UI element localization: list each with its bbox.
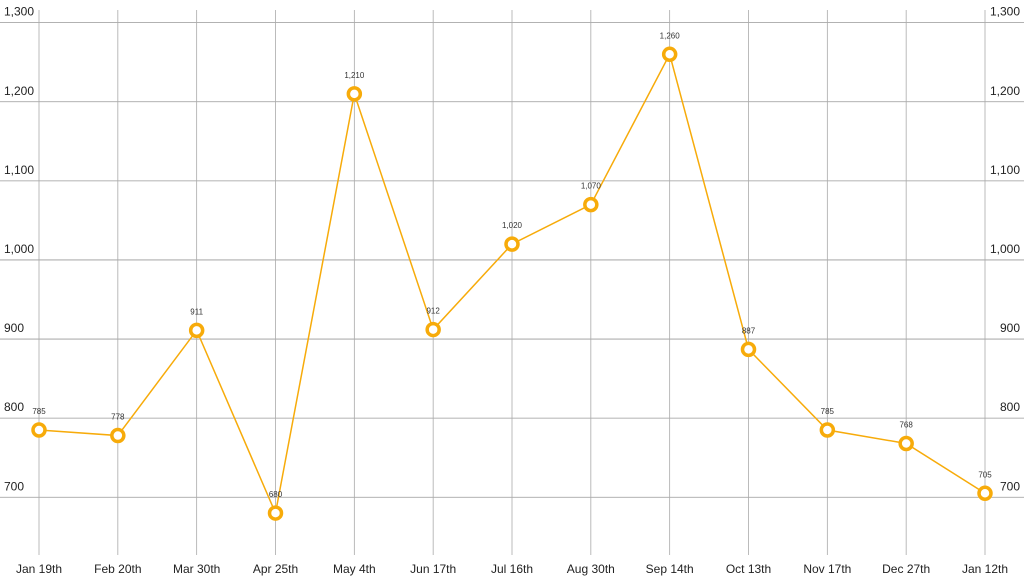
y-tick-label-right: 800 bbox=[1000, 400, 1020, 414]
y-tick-label-right: 1,300 bbox=[990, 5, 1020, 19]
x-tick-label: May 4th bbox=[333, 562, 376, 576]
y-tick-label: 1,000 bbox=[4, 242, 34, 256]
value-label: 705 bbox=[978, 470, 992, 479]
x-tick-label: Oct 13th bbox=[726, 562, 771, 576]
value-label: 1,020 bbox=[502, 221, 523, 230]
point bbox=[504, 236, 520, 252]
x-tick-label: Sep 14th bbox=[646, 562, 694, 576]
value-label: 911 bbox=[190, 307, 203, 316]
value-label: 785 bbox=[821, 407, 835, 416]
x-tick-label: Aug 30th bbox=[567, 562, 615, 576]
x-tick-label: Jan 19th bbox=[16, 562, 62, 576]
y-tick-label: 1,100 bbox=[4, 163, 34, 177]
x-tick-label: Jul 16th bbox=[491, 562, 533, 576]
y-tick-label-right: 1,100 bbox=[990, 163, 1020, 177]
point bbox=[110, 427, 126, 444]
y-tick-label: 800 bbox=[4, 400, 24, 414]
point bbox=[898, 435, 914, 452]
x-tick-label: Jun 17th bbox=[410, 562, 456, 576]
y-tick-label-right: 900 bbox=[1000, 321, 1020, 335]
point bbox=[31, 422, 47, 438]
value-label: 680 bbox=[269, 490, 283, 499]
value-label: 778 bbox=[111, 413, 125, 422]
value-label: 1,260 bbox=[660, 31, 681, 40]
point bbox=[346, 86, 363, 102]
value-label: 887 bbox=[742, 326, 756, 335]
value-label: 1,210 bbox=[344, 71, 365, 80]
point bbox=[267, 505, 284, 521]
y-tick-label-right: 1,000 bbox=[990, 242, 1020, 256]
point bbox=[583, 196, 599, 213]
value-label: 1,070 bbox=[581, 182, 602, 191]
x-tick-label: Nov 17th bbox=[803, 562, 851, 576]
point bbox=[425, 321, 441, 338]
x-tick-label: Jan 12th bbox=[962, 562, 1008, 576]
x-tick-label: Apr 25th bbox=[253, 562, 298, 576]
value-label: 912 bbox=[426, 307, 440, 316]
point bbox=[819, 422, 836, 438]
point bbox=[661, 46, 678, 63]
x-tick-label: Dec 27th bbox=[882, 562, 930, 576]
point bbox=[740, 341, 757, 358]
y-tick-label: 1,300 bbox=[4, 5, 34, 19]
value-label: 785 bbox=[32, 407, 46, 416]
point bbox=[188, 322, 205, 339]
y-tick-label: 900 bbox=[4, 321, 24, 335]
point bbox=[977, 485, 993, 502]
y-tick-label-right: 700 bbox=[1000, 479, 1020, 493]
value-label: 768 bbox=[899, 420, 913, 429]
y-tick-label-right: 1,200 bbox=[990, 84, 1020, 98]
y-tick-label: 1,200 bbox=[4, 84, 34, 98]
y-tick-label: 700 bbox=[4, 479, 24, 493]
x-tick-label: Mar 30th bbox=[173, 562, 220, 576]
x-tick-label: Feb 20th bbox=[94, 562, 141, 576]
